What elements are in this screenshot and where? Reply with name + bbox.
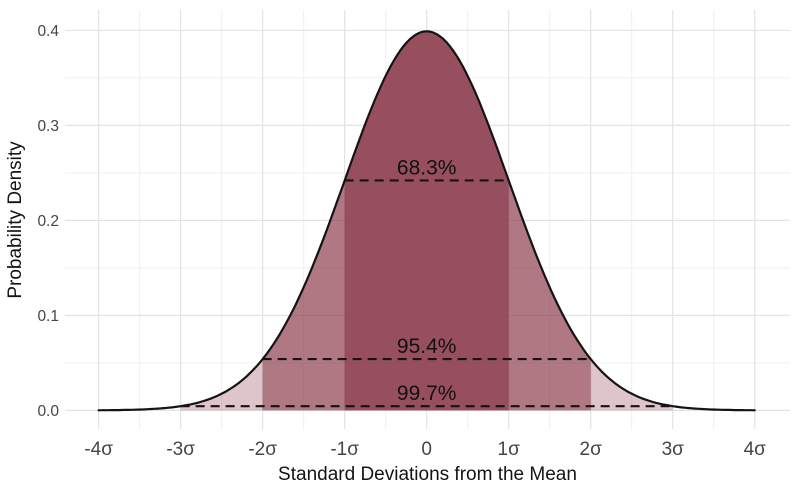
y-tick-label: 0.0	[37, 403, 59, 420]
y-axis-title: Probability Density	[5, 141, 26, 299]
x-tick-label: -3σ	[166, 439, 195, 460]
x-tick-label: 4σ	[744, 439, 767, 460]
y-tick-label: 0.1	[37, 308, 59, 325]
coverage-label-683: 68.3%	[397, 156, 457, 179]
bell-curve	[97, 30, 756, 412]
x-tick-label: 2σ	[580, 439, 603, 460]
y-tick-label: 0.3	[37, 118, 59, 135]
x-tick-label: 3σ	[662, 439, 685, 460]
x-tick-label: 0	[421, 439, 432, 460]
y-tick-label: 0.2	[37, 213, 59, 230]
x-tick-label: -2σ	[248, 439, 277, 460]
x-tick-label: -4σ	[84, 439, 113, 460]
x-axis-title: Standard Deviations from the Mean	[278, 464, 577, 485]
coverage-label-997: 99.7%	[397, 382, 457, 405]
x-tick-label: 1σ	[498, 439, 521, 460]
coverage-label-954: 95.4%	[397, 335, 457, 358]
x-tick-label: -1σ	[330, 439, 359, 460]
band-area-683	[344, 31, 509, 411]
y-tick-label: 0.4	[37, 23, 59, 40]
